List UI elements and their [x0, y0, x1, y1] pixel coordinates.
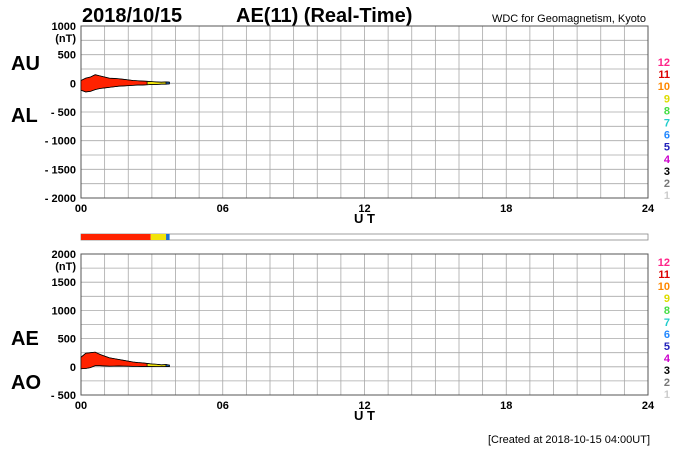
x-tick-label: 18: [500, 203, 512, 215]
side-label-al: AL: [11, 105, 38, 127]
x-tick-label: 06: [217, 203, 229, 215]
series-line-al: [80, 83, 170, 93]
station-count-label: 4: [664, 353, 671, 365]
x-axis-label: U T: [354, 211, 375, 226]
x-tick-label: 24: [642, 203, 655, 215]
x-axis-label: U T: [354, 408, 375, 423]
station-count-label: 10: [658, 281, 670, 293]
y-tick-label: 500: [58, 334, 76, 346]
coverage-segment: [81, 234, 151, 240]
station-count-label: 8: [664, 105, 670, 117]
date-title: 2018/10/15: [82, 5, 182, 27]
station-count-label: 3: [664, 166, 670, 178]
station-coverage-bar: [80, 233, 649, 241]
y-tick-label: 1000: [52, 21, 76, 33]
y-tick-label: 0: [70, 78, 76, 90]
station-count-label: 5: [664, 341, 670, 353]
coverage-segment: [166, 234, 170, 240]
y-tick-label: 0: [70, 362, 76, 374]
y-tick-label: - 1500: [45, 164, 76, 176]
y-tick-label: 500: [58, 50, 76, 62]
station-count-label: 9: [664, 93, 670, 105]
x-tick-label: 18: [500, 400, 512, 412]
station-count-label: 6: [664, 130, 670, 142]
y-tick-label: 1500: [52, 277, 76, 289]
side-label-ae: AE: [11, 328, 39, 350]
x-tick-label: 06: [217, 400, 229, 412]
series-line-ae: [80, 351, 170, 366]
station-count-label: 11: [658, 69, 670, 81]
station-count-label: 7: [664, 317, 670, 329]
x-tick-label: 00: [75, 400, 87, 412]
chart-title: AE(11) (Real-Time): [236, 5, 412, 27]
station-count-label: 3: [664, 365, 670, 377]
station-count-label: 6: [664, 329, 670, 341]
y-tick-label: 1000: [52, 305, 76, 317]
x-tick-label: 24: [642, 400, 655, 412]
station-count-label: 2: [664, 178, 670, 190]
y-tick-label: - 1000: [45, 136, 76, 148]
station-count-label: 10: [658, 81, 670, 93]
x-tick-label: 00: [75, 203, 87, 215]
station-count-label: 5: [664, 142, 670, 154]
source-label: WDC for Geomagnetism, Kyoto: [492, 13, 646, 25]
x-tick-label: 12: [358, 203, 370, 215]
plot-frame: [80, 25, 649, 199]
y-tick-label: 2000: [52, 249, 76, 261]
x-tick-label: 12: [358, 400, 370, 412]
station-count-label: 11: [658, 269, 670, 281]
station-count-label: 12: [658, 257, 670, 269]
au-al-panel: 1000 500 0 - 500 - 1000 - 1500 - 2000 (nT) 00 06 1…: [11, 21, 671, 226]
station-count-label: 7: [664, 118, 670, 130]
y-tick-label: - 500: [51, 390, 76, 402]
y-tick-label: - 2000: [45, 193, 76, 205]
series-line-ao: [80, 365, 170, 370]
station-count-label: 8: [664, 305, 670, 317]
y-unit-label: (nT): [55, 261, 76, 273]
station-count-label: 1: [664, 389, 670, 401]
created-timestamp: [Created at 2018-10-15 04:00UT]: [488, 434, 650, 446]
y-tick-label: - 500: [51, 107, 76, 119]
coverage-segment: [150, 234, 167, 240]
plot-frame: [80, 253, 649, 396]
side-label-ao: AO: [11, 372, 41, 394]
side-label-au: AU: [11, 53, 40, 75]
y-unit-label: (nT): [55, 33, 76, 45]
series-line-au: [80, 74, 170, 83]
station-count-label: 4: [664, 154, 671, 166]
index-area-red: [80, 74, 148, 93]
station-count-label: 2: [664, 377, 670, 389]
station-count-label: 12: [658, 57, 670, 69]
station-count-label: 9: [664, 293, 670, 305]
station-count-label: 1: [664, 190, 670, 202]
